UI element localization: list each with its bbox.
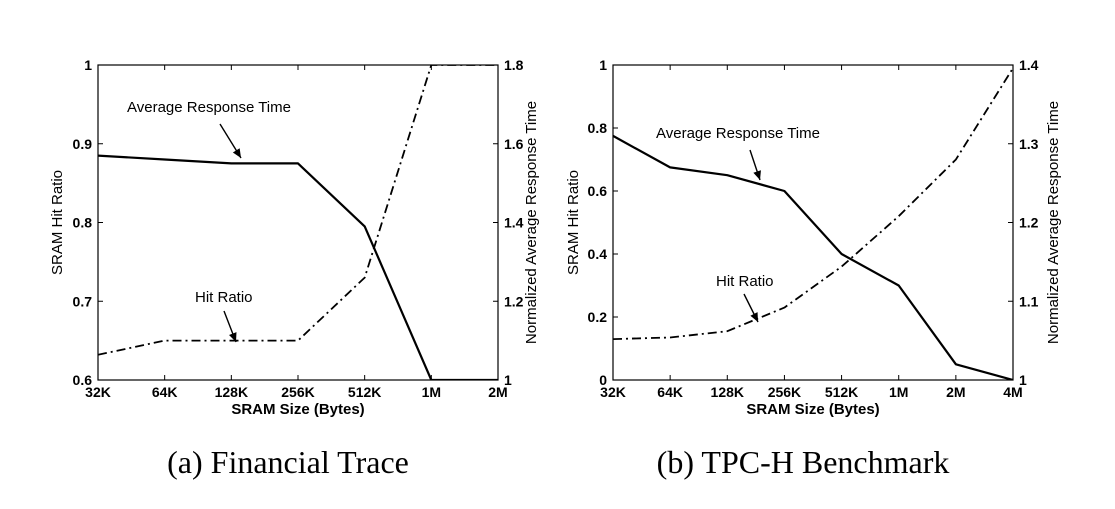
x-tick-label: 2M: [488, 384, 507, 400]
y-right-tick-label: 1.2: [1019, 215, 1039, 231]
x-tick-label: 256K: [281, 384, 314, 400]
y-right-tick-label: 1.3: [1019, 136, 1039, 152]
x-tick-label: 512K: [825, 384, 858, 400]
x-tick-label: 4M: [1003, 384, 1022, 400]
y-left-tick-label: 0.8: [73, 215, 93, 231]
x-tick-label: 128K: [711, 384, 744, 400]
series-line-response-time: [613, 134, 1013, 380]
x-tick-label: 32K: [85, 384, 111, 400]
y-left-tick-label: 0.2: [588, 309, 608, 325]
y-right-tick-label: 1: [1019, 372, 1027, 388]
annotation-arrow-head: [750, 312, 758, 322]
x-axis-label: SRAM Size (Bytes): [746, 401, 879, 418]
y-left-tick-label: 0: [599, 372, 607, 388]
annotation-arrow-head: [232, 148, 241, 158]
annotation-arrow-head: [229, 332, 237, 342]
series-line-response-time: [98, 154, 498, 380]
y-right-tick-label: 1.2: [504, 293, 524, 309]
y-left-tick-label: 1: [84, 57, 92, 73]
chart-caption: (a) Financial Trace: [167, 444, 409, 480]
x-tick-label: 1M: [422, 384, 441, 400]
y-right-tick-label: 1.4: [1019, 57, 1039, 73]
y-left-tick-label: 0.4: [588, 246, 608, 262]
y-left-tick-label: 1: [599, 57, 607, 73]
chart-tpch-benchmark: 32K 64K 128K 256K 512K 1M 2M 4M 0 0.2 0.4 0.6 0.8 1 1 1…: [565, 57, 1062, 480]
x-tick-label: 64K: [152, 384, 178, 400]
x-tick-label: 64K: [657, 384, 683, 400]
y-left-axis-label: SRAM Hit Ratio: [565, 170, 582, 275]
y-left-tick-label: 0.8: [588, 120, 608, 136]
series-line-hit-ratio: [613, 67, 1013, 340]
x-tick-label: 256K: [768, 384, 801, 400]
annotation-label: Average Response Time: [127, 99, 291, 116]
y-right-tick-label: 1.4: [504, 215, 524, 231]
y-left-axis-label: SRAM Hit Ratio: [49, 170, 66, 275]
x-tick-label: 1M: [889, 384, 908, 400]
annotation-label: Average Response Time: [656, 125, 820, 142]
x-axis-label: SRAM Size (Bytes): [231, 401, 364, 418]
annotation-label: Hit Ratio: [716, 273, 774, 290]
y-right-axis-label: Normalized Average Response Time: [523, 101, 540, 344]
chart-caption: (b) TPC-H Benchmark: [657, 444, 950, 480]
y-left-tick-label: 0.6: [73, 372, 93, 388]
y-right-tick-label: 1: [504, 372, 512, 388]
x-tick-label: 2M: [946, 384, 965, 400]
y-right-tick-label: 1.6: [504, 136, 524, 152]
y-right-tick-label: 1.8: [504, 57, 524, 73]
y-left-tick-label: 0.6: [588, 183, 608, 199]
chart-financial-trace: 32K 64K 128K 256K 512K 1M 2M 0.6 0.7 0.8 0.9 1 1 1.2 1…: [49, 57, 540, 480]
y-right-axis-label: Normalized Average Response Time: [1045, 101, 1062, 344]
y-left-tick-label: 0.7: [73, 293, 93, 309]
x-tick-label: 32K: [600, 384, 626, 400]
y-left-tick-label: 0.9: [73, 136, 93, 152]
annotation-label: Hit Ratio: [195, 289, 253, 306]
x-tick-label: 128K: [215, 384, 248, 400]
annotation-arrow-head: [753, 170, 761, 180]
x-tick-label: 512K: [348, 384, 381, 400]
y-right-tick-label: 1.1: [1019, 293, 1039, 309]
